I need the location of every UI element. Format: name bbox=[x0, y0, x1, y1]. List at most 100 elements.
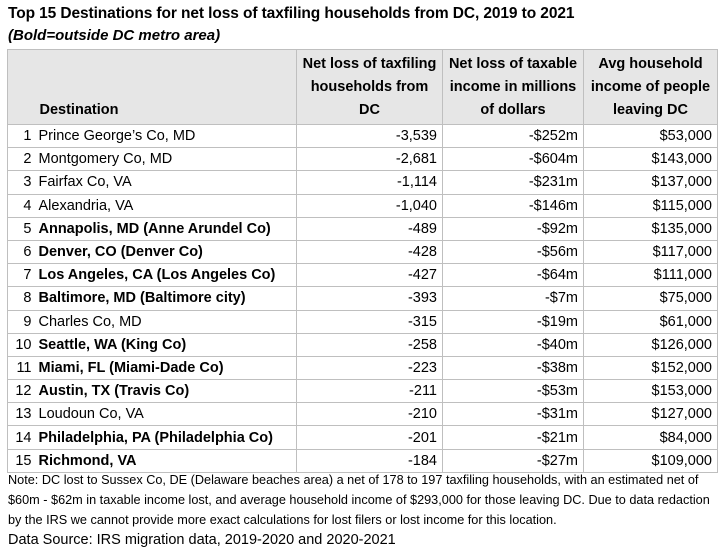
rank-cell: 7 bbox=[7, 263, 35, 287]
households-cell: -3,539 bbox=[296, 123, 443, 148]
destination-cell: Richmond, VA bbox=[34, 448, 297, 473]
income-cell: -$21m bbox=[442, 425, 584, 450]
table-row: 7 Los Angeles, CA (Los Angeles Co) -427 -$6… bbox=[7, 263, 718, 287]
income-cell: -$27m bbox=[442, 448, 584, 473]
income-cell: -$604m bbox=[442, 147, 584, 171]
avg-income-cell: $153,000 bbox=[583, 379, 718, 403]
avg-income-cell: $61,000 bbox=[583, 309, 718, 334]
table-header-row: Destination Net loss of taxfiling househ… bbox=[7, 49, 718, 125]
income-cell: -$53m bbox=[442, 379, 584, 403]
households-cell: -2,681 bbox=[296, 147, 443, 171]
avg-income-cell: $137,000 bbox=[583, 170, 718, 195]
destination-cell: Seattle, WA (King Co) bbox=[34, 332, 297, 357]
rank-cell: 1 bbox=[7, 123, 35, 148]
destination-cell: Fairfax Co, VA bbox=[34, 170, 297, 195]
income-cell: -$7m bbox=[442, 286, 584, 310]
destination-cell: Austin, TX (Travis Co) bbox=[34, 379, 297, 403]
households-cell: -223 bbox=[296, 355, 443, 380]
table-subtitle: (Bold=outside DC metro area) bbox=[8, 27, 221, 44]
avg-income-cell: $75,000 bbox=[583, 286, 718, 310]
table-body: 1 Prince George’s Co, MD -3,539 -$252m $53,0… bbox=[7, 123, 718, 473]
households-cell: -184 bbox=[296, 448, 443, 473]
table-row: 15 Richmond, VA -184 -$27m $109,000 bbox=[7, 448, 718, 473]
rank-cell: 11 bbox=[7, 355, 35, 380]
destination-cell: Annapolis, MD (Anne Arundel Co) bbox=[34, 216, 297, 241]
avg-income-cell: $53,000 bbox=[583, 123, 718, 148]
avg-income-cell: $135,000 bbox=[583, 216, 718, 241]
table-row: 13 Loudoun Co, VA -210 -$31m $127,000 bbox=[7, 402, 718, 426]
avg-income-cell: $84,000 bbox=[583, 425, 718, 450]
avg-income-cell: $111,000 bbox=[583, 263, 718, 287]
income-cell: -$64m bbox=[442, 263, 584, 287]
table-row: 9 Charles Co, MD -315 -$19m $61,000 bbox=[7, 309, 718, 334]
rank-header bbox=[7, 49, 35, 125]
income-cell: -$38m bbox=[442, 355, 584, 380]
destination-header: Destination bbox=[34, 49, 297, 125]
avg-income-cell: $143,000 bbox=[583, 147, 718, 171]
income-cell: -$146m bbox=[442, 193, 584, 218]
destination-cell: Baltimore, MD (Baltimore city) bbox=[34, 286, 297, 310]
avg-income-cell: $117,000 bbox=[583, 239, 718, 264]
households-cell: -1,114 bbox=[296, 170, 443, 195]
income-cell: -$31m bbox=[442, 402, 584, 426]
destination-cell: Los Angeles, CA (Los Angeles Co) bbox=[34, 263, 297, 287]
rank-cell: 13 bbox=[7, 402, 35, 426]
table-row: 4 Alexandria, VA -1,040 -$146m $115,000 bbox=[7, 193, 718, 218]
avg-income-cell: $127,000 bbox=[583, 402, 718, 426]
rank-cell: 4 bbox=[7, 193, 35, 218]
rank-cell: 3 bbox=[7, 170, 35, 195]
income-cell: -$19m bbox=[442, 309, 584, 334]
table-row: 8 Baltimore, MD (Baltimore city) -393 -$7m $… bbox=[7, 286, 718, 310]
table-row: 5 Annapolis, MD (Anne Arundel Co) -489 -$92… bbox=[7, 216, 718, 241]
rank-cell: 10 bbox=[7, 332, 35, 357]
avg-income-cell: $126,000 bbox=[583, 332, 718, 357]
rank-cell: 2 bbox=[7, 147, 35, 171]
income-cell: -$92m bbox=[442, 216, 584, 241]
households-cell: -211 bbox=[296, 379, 443, 403]
destination-cell: Alexandria, VA bbox=[34, 193, 297, 218]
households-cell: -428 bbox=[296, 239, 443, 264]
footnote: Note: DC lost to Sussex Co, DE (Delaware… bbox=[8, 473, 710, 527]
rank-cell: 9 bbox=[7, 309, 35, 334]
households-cell: -1,040 bbox=[296, 193, 443, 218]
destination-cell: Miami, FL (Miami-Dade Co) bbox=[34, 355, 297, 380]
rank-cell: 12 bbox=[7, 379, 35, 403]
table-title: Top 15 Destinations for net loss of taxf… bbox=[8, 5, 575, 22]
data-source: Data Source: IRS migration data, 2019-20… bbox=[8, 532, 396, 548]
avg-income-header: Avg household income of people leaving D… bbox=[583, 49, 718, 125]
destinations-table: Destination Net loss of taxfiling househ… bbox=[7, 49, 718, 473]
avg-income-cell: $109,000 bbox=[583, 448, 718, 473]
destination-cell: Prince George’s Co, MD bbox=[34, 123, 297, 148]
destination-cell: Denver, CO (Denver Co) bbox=[34, 239, 297, 264]
rank-cell: 15 bbox=[7, 448, 35, 473]
destination-cell: Loudoun Co, VA bbox=[34, 402, 297, 426]
table-row: 1 Prince George’s Co, MD -3,539 -$252m $53,0… bbox=[7, 123, 718, 148]
households-cell: -393 bbox=[296, 286, 443, 310]
rank-cell: 14 bbox=[7, 425, 35, 450]
households-cell: -315 bbox=[296, 309, 443, 334]
income-cell: -$40m bbox=[442, 332, 584, 357]
income-cell: -$231m bbox=[442, 170, 584, 195]
households-cell: -258 bbox=[296, 332, 443, 357]
avg-income-cell: $152,000 bbox=[583, 355, 718, 380]
households-header: Net loss of taxfiling households from DC bbox=[296, 49, 443, 125]
table-row: 6 Denver, CO (Denver Co) -428 -$56m $117,000 bbox=[7, 239, 718, 264]
avg-income-cell: $115,000 bbox=[583, 193, 718, 218]
households-cell: -210 bbox=[296, 402, 443, 426]
table-row: 2 Montgomery Co, MD -2,681 -$604m $143,000 bbox=[7, 147, 718, 171]
destination-cell: Philadelphia, PA (Philadelphia Co) bbox=[34, 425, 297, 450]
households-cell: -427 bbox=[296, 263, 443, 287]
income-header: Net loss of taxable income in millions o… bbox=[442, 49, 584, 125]
households-cell: -201 bbox=[296, 425, 443, 450]
income-cell: -$252m bbox=[442, 123, 584, 148]
table-row: 10 Seattle, WA (King Co) -258 -$40m $126,000 bbox=[7, 332, 718, 357]
income-cell: -$56m bbox=[442, 239, 584, 264]
table-row: 11 Miami, FL (Miami-Dade Co) -223 -$38m $152… bbox=[7, 355, 718, 380]
households-cell: -489 bbox=[296, 216, 443, 241]
rank-cell: 8 bbox=[7, 286, 35, 310]
rank-cell: 5 bbox=[7, 216, 35, 241]
table-row: 12 Austin, TX (Travis Co) -211 -$53m $153,00… bbox=[7, 379, 718, 403]
table-row: 3 Fairfax Co, VA -1,114 -$231m $137,000 bbox=[7, 170, 718, 195]
table-row: 14 Philadelphia, PA (Philadelphia Co) -201… bbox=[7, 425, 718, 450]
